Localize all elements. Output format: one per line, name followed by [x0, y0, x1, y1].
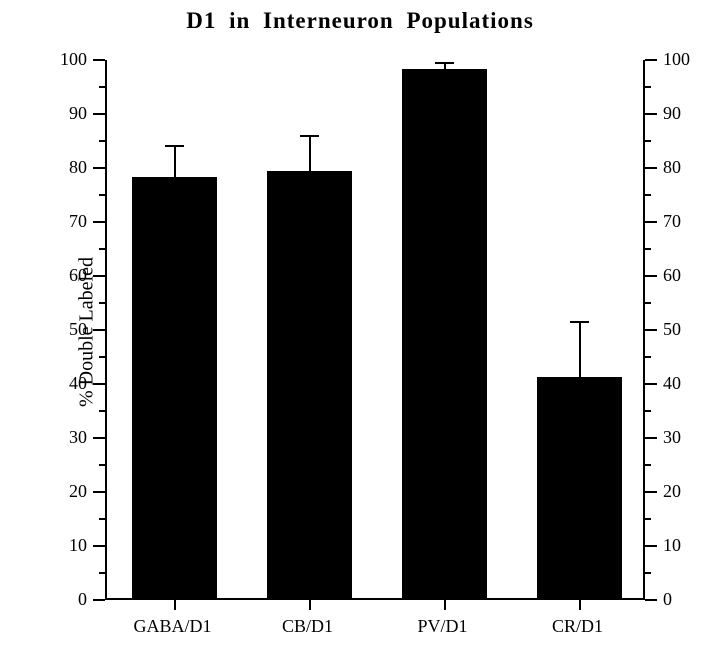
y-tick-label: 100 — [60, 49, 87, 70]
y-tick-major — [645, 545, 657, 547]
error-bar-cap — [570, 321, 589, 323]
y-ticks-right: 0102030405060708090100 — [645, 60, 720, 600]
x-tick-label: PV/D1 — [417, 616, 467, 637]
y-tick-label: 70 — [69, 211, 87, 232]
y-tick-major — [93, 167, 105, 169]
x-tick — [579, 598, 581, 610]
y-tick-label: 100 — [663, 49, 690, 70]
y-tick-minor — [645, 302, 651, 304]
y-tick-minor — [645, 410, 651, 412]
y-tick-major — [645, 599, 657, 601]
y-tick-label: 20 — [663, 481, 681, 502]
y-tick-minor — [645, 518, 651, 520]
y-tick-minor — [99, 572, 105, 574]
chart-container: D1 in Interneuron Populations % Double L… — [0, 0, 720, 664]
y-tick-minor — [645, 86, 651, 88]
y-tick-major — [645, 59, 657, 61]
y-tick-minor — [645, 194, 651, 196]
y-tick-minor — [99, 410, 105, 412]
x-tick-label: CR/D1 — [552, 616, 603, 637]
y-tick-minor — [645, 140, 651, 142]
y-tick-minor — [99, 140, 105, 142]
y-tick-label: 90 — [69, 103, 87, 124]
y-tick-major — [645, 275, 657, 277]
error-bar-stem — [579, 322, 581, 379]
y-tick-label: 40 — [663, 373, 681, 394]
y-tick-major — [93, 221, 105, 223]
y-ticks-left: 0102030405060708090100 — [0, 60, 105, 600]
y-tick-label: 0 — [663, 589, 672, 610]
y-tick-label: 50 — [69, 319, 87, 340]
error-bar-stem — [444, 63, 446, 71]
x-tick — [444, 598, 446, 610]
y-tick-major — [93, 491, 105, 493]
x-tick — [174, 598, 176, 610]
error-bar-cap — [165, 145, 184, 147]
y-tick-label: 10 — [663, 535, 681, 556]
y-tick-label: 20 — [69, 481, 87, 502]
bar — [267, 171, 352, 598]
error-bar-cap — [435, 62, 454, 64]
y-tick-major — [93, 329, 105, 331]
y-tick-label: 80 — [69, 157, 87, 178]
x-tick-label: GABA/D1 — [133, 616, 211, 637]
y-tick-label: 30 — [663, 427, 681, 448]
y-tick-label: 0 — [78, 589, 87, 610]
y-tick-minor — [99, 518, 105, 520]
y-tick-minor — [99, 86, 105, 88]
error-bar-cap — [300, 135, 319, 137]
y-tick-major — [93, 113, 105, 115]
y-tick-minor — [645, 572, 651, 574]
y-tick-major — [93, 545, 105, 547]
bar — [132, 177, 217, 598]
y-tick-minor — [99, 248, 105, 250]
y-tick-label: 60 — [663, 265, 681, 286]
y-tick-major — [645, 221, 657, 223]
y-tick-major — [645, 383, 657, 385]
chart-title: D1 in Interneuron Populations — [0, 8, 720, 34]
y-tick-minor — [99, 302, 105, 304]
y-tick-major — [645, 113, 657, 115]
bars-layer — [107, 60, 643, 598]
y-tick-label: 60 — [69, 265, 87, 286]
x-tick — [309, 598, 311, 610]
y-tick-minor — [645, 248, 651, 250]
y-tick-minor — [99, 356, 105, 358]
plot-area — [105, 60, 645, 600]
y-tick-label: 30 — [69, 427, 87, 448]
y-tick-label: 80 — [663, 157, 681, 178]
y-tick-major — [645, 329, 657, 331]
y-tick-major — [645, 167, 657, 169]
y-tick-minor — [645, 356, 651, 358]
y-tick-major — [645, 491, 657, 493]
y-tick-minor — [645, 464, 651, 466]
y-tick-label: 50 — [663, 319, 681, 340]
y-tick-minor — [99, 464, 105, 466]
y-tick-major — [645, 437, 657, 439]
x-tick-label: CB/D1 — [282, 616, 333, 637]
y-tick-label: 40 — [69, 373, 87, 394]
y-tick-minor — [99, 194, 105, 196]
bar — [402, 69, 487, 598]
y-tick-major — [93, 383, 105, 385]
y-tick-label: 70 — [663, 211, 681, 232]
y-tick-major — [93, 437, 105, 439]
error-bar-stem — [309, 136, 311, 174]
y-tick-major — [93, 59, 105, 61]
bar — [537, 377, 622, 598]
error-bar-stem — [174, 146, 176, 178]
y-tick-major — [93, 275, 105, 277]
y-tick-major — [93, 599, 105, 601]
y-tick-label: 90 — [663, 103, 681, 124]
y-tick-label: 10 — [69, 535, 87, 556]
